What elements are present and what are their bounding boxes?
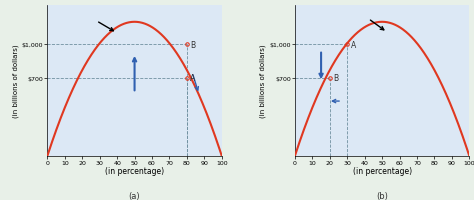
X-axis label: (in percentage): (in percentage) xyxy=(353,167,411,175)
Text: B: B xyxy=(191,40,195,49)
Text: B: B xyxy=(333,74,338,83)
Text: (b): (b) xyxy=(376,191,388,200)
X-axis label: (in percentage): (in percentage) xyxy=(105,167,164,175)
Text: A: A xyxy=(191,74,196,83)
Text: A: A xyxy=(351,40,356,49)
Y-axis label: (in billions of dollars): (in billions of dollars) xyxy=(12,44,19,118)
Text: (a): (a) xyxy=(129,191,140,200)
Y-axis label: (in billions of dollars): (in billions of dollars) xyxy=(260,44,266,118)
